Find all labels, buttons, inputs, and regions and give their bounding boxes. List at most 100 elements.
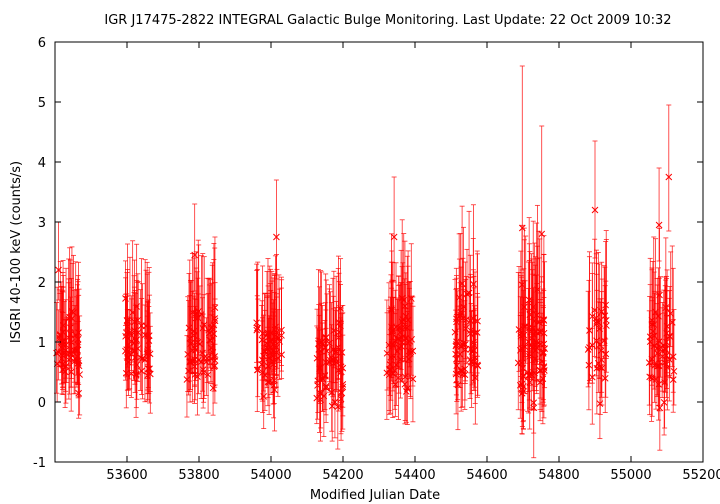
data-point <box>588 373 596 381</box>
data-point <box>602 350 610 358</box>
data-point <box>591 206 599 214</box>
error-bar <box>469 310 475 408</box>
data-point <box>258 336 266 344</box>
data-point <box>459 341 467 349</box>
data-point <box>530 404 538 412</box>
data-point <box>339 380 347 388</box>
data-point <box>648 375 656 383</box>
data-point <box>339 383 347 391</box>
error-bar <box>540 288 546 425</box>
data-point <box>668 319 676 326</box>
data-point <box>313 354 321 362</box>
data-point <box>327 353 335 361</box>
data-point <box>469 315 477 322</box>
data-point <box>531 317 539 325</box>
x-tick-label: 55000 <box>610 468 651 483</box>
data-point <box>190 327 198 335</box>
data-point <box>525 296 533 304</box>
data-point <box>211 357 219 364</box>
data-point <box>540 316 547 323</box>
data-point <box>648 374 655 381</box>
data-point <box>133 370 140 378</box>
data-point <box>658 352 666 360</box>
data-point <box>529 345 537 352</box>
data-point <box>651 362 658 369</box>
data-point <box>138 367 145 375</box>
data-point <box>328 402 336 410</box>
data-point <box>319 375 327 383</box>
y-tick-label: -1 <box>33 456 46 471</box>
data-point <box>470 339 477 346</box>
data-point <box>56 332 64 340</box>
data-point <box>458 280 466 287</box>
error-bar <box>279 279 285 380</box>
error-bar <box>462 261 468 385</box>
data-point <box>525 371 532 379</box>
data-point <box>518 359 526 367</box>
data-point <box>593 337 600 345</box>
data-point <box>398 318 406 326</box>
data-point <box>74 341 82 349</box>
data-point <box>658 347 666 355</box>
data-point <box>465 289 473 297</box>
data-point <box>539 350 547 357</box>
data-point <box>649 328 657 335</box>
data-point <box>594 319 602 326</box>
data-point <box>322 384 330 392</box>
data-point <box>520 303 528 311</box>
chart-title: IGR J17475-2822 INTEGRAL Galactic Bulge … <box>104 13 671 28</box>
data-point <box>405 355 413 363</box>
data-point <box>526 311 534 318</box>
data-point <box>522 322 530 330</box>
data-point <box>211 315 219 322</box>
data-point <box>185 367 192 375</box>
data-point <box>269 360 277 368</box>
y-tick-label: 4 <box>38 156 46 171</box>
error-bar <box>205 293 211 414</box>
data-point <box>331 398 339 406</box>
data-point <box>593 364 601 372</box>
data-point <box>322 382 330 390</box>
error-bar <box>255 298 261 398</box>
data-point <box>388 306 395 314</box>
data-point <box>134 329 142 336</box>
data-point <box>133 303 140 310</box>
y-axis-title: ISGRI 40-100 keV (counts/s) <box>9 161 24 343</box>
data-point <box>540 348 547 356</box>
error-bar <box>585 290 591 388</box>
x-tick-label: 53800 <box>178 468 219 483</box>
data-point <box>540 367 548 374</box>
error-bar <box>185 296 191 392</box>
data-point <box>518 389 526 397</box>
data-point <box>253 326 261 334</box>
data-point <box>461 371 469 379</box>
data-point <box>452 350 459 358</box>
data-point <box>519 364 527 372</box>
data-point <box>593 320 600 327</box>
error-bar <box>592 140 598 259</box>
data-point <box>143 332 151 339</box>
data-point <box>585 361 593 369</box>
data-point <box>588 312 596 320</box>
data-point <box>191 363 198 370</box>
data-point <box>452 341 460 348</box>
data-point <box>124 323 131 331</box>
error-bar <box>391 176 397 283</box>
data-point <box>62 347 69 354</box>
data-point <box>253 319 260 327</box>
data-point <box>200 321 208 329</box>
data-point <box>197 358 205 366</box>
data-point <box>457 311 464 319</box>
data-point <box>131 327 138 334</box>
data-point <box>383 349 391 357</box>
error-bar <box>254 295 260 413</box>
data-point <box>653 362 661 370</box>
data-point <box>260 393 268 400</box>
data-point <box>385 366 393 373</box>
x-tick-label: 54200 <box>322 468 363 483</box>
plot-frame <box>54 41 704 463</box>
data-point <box>390 353 398 361</box>
error-bar <box>475 253 481 357</box>
data-point <box>131 318 138 326</box>
data-point <box>655 221 663 229</box>
